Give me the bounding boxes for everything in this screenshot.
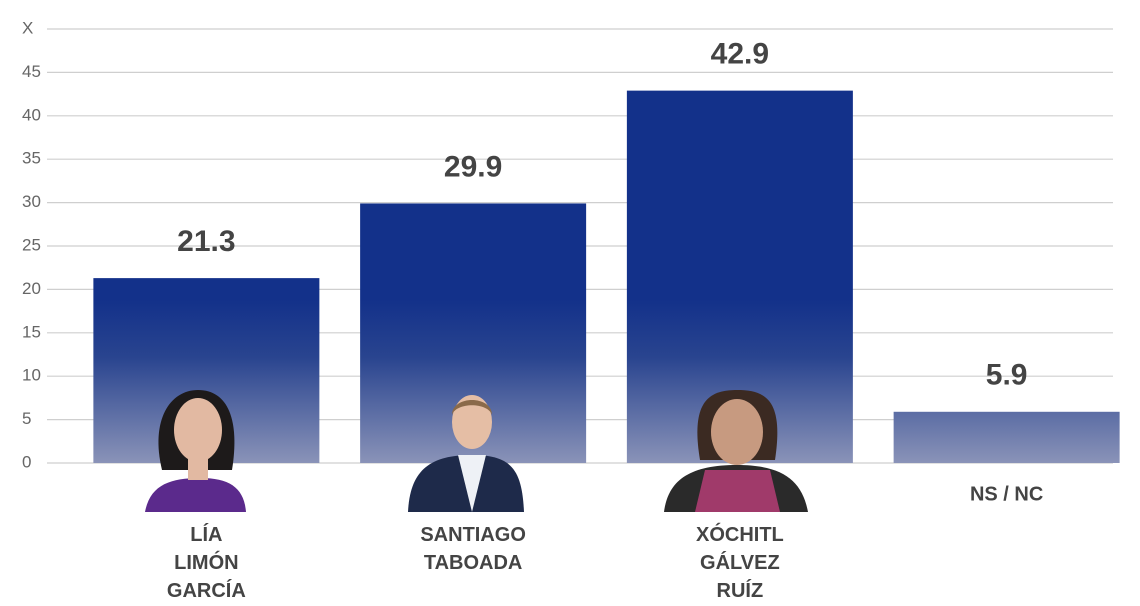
y-tick-label: 40 bbox=[22, 105, 41, 124]
photo-lia bbox=[145, 390, 246, 512]
y-tick-label: 45 bbox=[22, 62, 41, 81]
x-tick-label: SANTIAGO TABOADA bbox=[420, 524, 526, 574]
y-tick-label: 0 bbox=[22, 452, 31, 471]
y-tick-label: 25 bbox=[22, 235, 41, 254]
value-label: 29.9 bbox=[444, 150, 502, 183]
bar bbox=[893, 411, 1120, 463]
y-tick-label: X bbox=[22, 18, 33, 37]
y-tick-label: 5 bbox=[22, 409, 31, 428]
value-label: 21.3 bbox=[177, 225, 235, 258]
x-tick-label: NS / NC bbox=[970, 483, 1043, 505]
y-tick-label: 30 bbox=[22, 192, 41, 211]
y-tick-label: 35 bbox=[22, 149, 41, 168]
y-tick-label: 15 bbox=[22, 322, 41, 341]
y-tick-label: 10 bbox=[22, 366, 41, 385]
photo-santiago bbox=[408, 395, 524, 512]
value-label: 42.9 bbox=[711, 38, 769, 71]
bars bbox=[93, 90, 1120, 464]
value-label: 5.9 bbox=[986, 359, 1028, 392]
x-tick-label: XÓCHITL GÁLVEZ RUÍZ bbox=[696, 522, 784, 602]
y-tick-label: 20 bbox=[22, 279, 41, 298]
photo-xochitl bbox=[664, 390, 808, 512]
x-tick-label: LÍA LIMÓN GARCÍA bbox=[167, 523, 246, 602]
